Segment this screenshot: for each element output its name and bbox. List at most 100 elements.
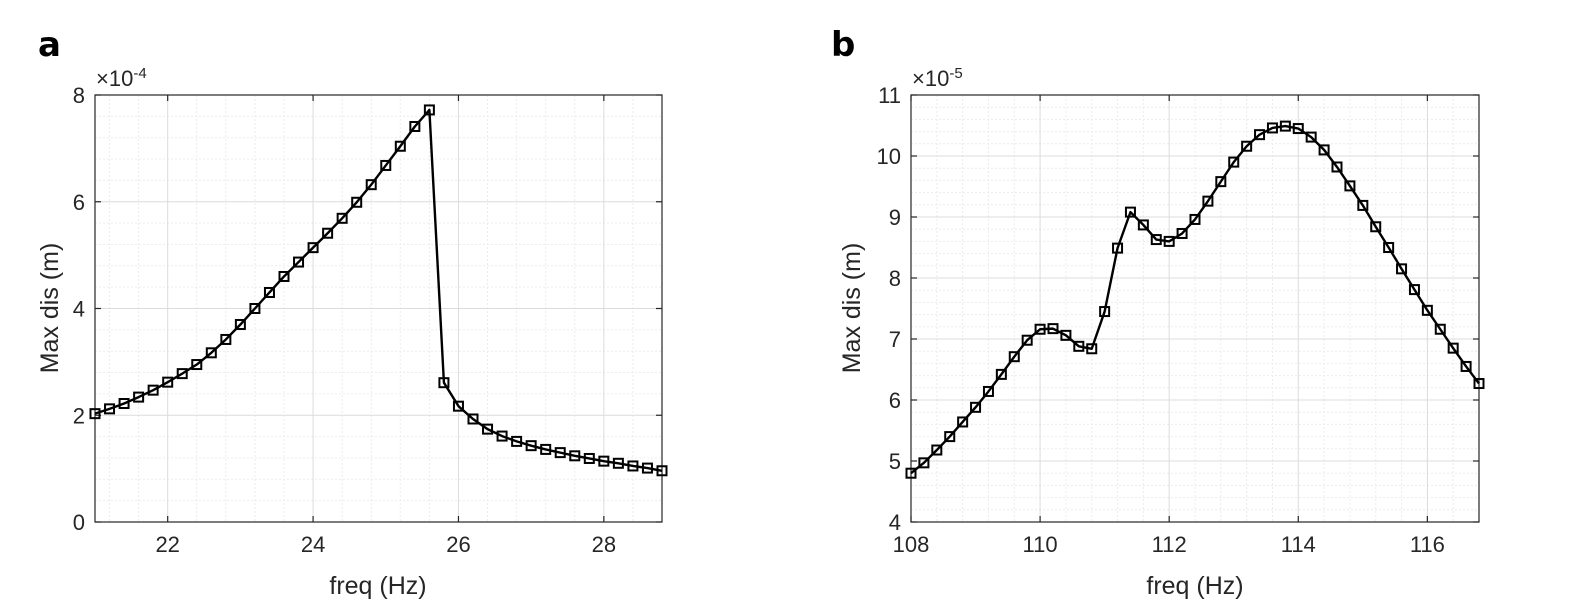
- panel-b-data-point: [1396, 263, 1408, 275]
- panel-a-ylabel: Max dis (m): [36, 243, 64, 374]
- panel-b-data-point: [1370, 221, 1382, 233]
- panel-b-data-point: [1021, 334, 1033, 346]
- panel-a-data-point: [540, 443, 552, 455]
- panel-b-ytick-label: 8: [889, 266, 901, 291]
- panel-a-data-point: [162, 376, 174, 388]
- panel-b-ytick-label: 11: [878, 83, 901, 108]
- panel-b-data-point: [982, 385, 994, 397]
- panel-b-data-point: [1176, 227, 1188, 239]
- panel-a-data-point: [205, 347, 217, 359]
- panel-b-grid: [910, 94, 1480, 523]
- panel-b-ytick-label: 6: [889, 388, 901, 413]
- panel-a-xtick-label: 22: [155, 532, 179, 557]
- panel-b-data-point: [931, 444, 943, 456]
- panel-b-ytick-label: 4: [889, 510, 901, 535]
- panel-b-data-point: [1408, 284, 1420, 296]
- panel-a-data-point: [293, 256, 305, 268]
- panel-a-data-point: [467, 413, 479, 425]
- panel-a-data-point: [220, 333, 232, 345]
- panel-a-data-point: [598, 455, 610, 467]
- panel-a-data-point: [394, 140, 406, 152]
- panel-b-data-point: [1137, 219, 1149, 231]
- panel-b-xtick-label: 116: [1410, 532, 1445, 557]
- panel-b-data-point: [1228, 156, 1240, 168]
- panel-a-data-point: [351, 196, 363, 208]
- panel-a-data-point: [438, 377, 450, 389]
- panel-b-data-point: [1163, 235, 1175, 247]
- panel-a-data-point: [336, 212, 348, 224]
- panel-b-series-line: [910, 124, 1480, 475]
- panel-a-xtick-label: 24: [301, 532, 325, 557]
- panel-b-data-point: [1266, 122, 1278, 134]
- panel-b-data-point: [1112, 242, 1124, 254]
- panel-b-data-point: [957, 416, 969, 428]
- panel-b-data-point: [1060, 329, 1072, 341]
- panel-a-xtick-label: 26: [446, 532, 470, 557]
- panel-b-data-point: [1215, 176, 1227, 188]
- panel-a-xtick-label: 28: [592, 532, 616, 557]
- panel-b-data-point: [918, 457, 930, 469]
- panel-a-data-point: [118, 398, 130, 410]
- panel-b-ytick-label: 7: [889, 327, 901, 352]
- panel-b-data-point: [995, 368, 1007, 380]
- panel-b-exponent-base: ×10: [912, 66, 949, 91]
- panel-b-data-point: [1241, 140, 1253, 152]
- panel-a-data-point: [380, 159, 392, 171]
- panel-b-data-point: [1357, 199, 1369, 211]
- panel-b-data-point: [1460, 360, 1472, 372]
- panel-a-data-point: [583, 452, 595, 464]
- panel-b-ytick-label: 5: [889, 449, 901, 474]
- panel-b-label: b: [831, 25, 855, 65]
- panel-a-data-point: [525, 440, 537, 452]
- panel-a-data-point: [89, 408, 101, 420]
- panel-a-ytick-label: 6: [73, 190, 85, 215]
- panel-b-data-point: [1086, 343, 1098, 355]
- panel-b-data-point: [1279, 120, 1291, 132]
- panel-a-series: [89, 104, 668, 477]
- panel-a-data-point: [104, 403, 116, 415]
- panel-b-data-point: [1099, 306, 1111, 318]
- panel-a-ytick-label: 2: [73, 403, 85, 428]
- panel-b-xtick-label: 110: [1023, 532, 1058, 557]
- panel-a-label: a: [38, 25, 61, 65]
- panel-a-data-point: [423, 104, 435, 116]
- panel-a-data-point: [263, 286, 275, 298]
- panel-b-data-point: [1254, 129, 1266, 141]
- panel-a-data-point: [452, 400, 464, 412]
- panel-b-xtick-label: 108: [893, 532, 930, 557]
- panel-a-data-point: [133, 391, 145, 403]
- panel-a-data-point: [627, 460, 639, 472]
- panel-b-data-point: [1421, 304, 1433, 316]
- panel-a-data-point: [307, 242, 319, 254]
- panel-b-data-point: [1305, 131, 1317, 143]
- panel-b-data-point: [1331, 161, 1343, 173]
- panel-a-ytick-label: 4: [73, 297, 85, 322]
- panel-b-exponent-power: -5: [949, 65, 962, 82]
- panel-a-exponent-base: ×10: [96, 66, 133, 91]
- panel-b-data-point: [1473, 378, 1485, 390]
- panel-b-data-point: [1202, 195, 1214, 207]
- panel-a-data-point: [234, 319, 246, 331]
- panel-a-data-point: [322, 227, 334, 239]
- panel-b-data-point: [1434, 323, 1446, 335]
- panel-a-data-point: [482, 423, 494, 435]
- panel-a-data-point: [147, 384, 159, 396]
- panel-b-axes-frame: [910, 94, 1480, 523]
- panel-a-exponent-power: -4: [133, 65, 146, 82]
- panel-b-xtick-label: 112: [1152, 532, 1187, 557]
- panel-b-data-point: [1344, 180, 1356, 192]
- panel-a-data-point: [249, 303, 261, 314]
- panel-b-data-point: [1034, 323, 1046, 335]
- panel-a-data-point: [365, 179, 377, 191]
- panel-a-data-point: [496, 430, 508, 442]
- panel-b-data-point: [944, 431, 956, 443]
- panel-a-data-point: [656, 465, 668, 477]
- panel-b-data-point: [1292, 123, 1304, 135]
- panel-b-data-point: [1383, 242, 1395, 253]
- panel-b-data-point: [1124, 206, 1136, 218]
- panel-a-data-point: [511, 435, 523, 447]
- panel-a-data-point: [569, 450, 581, 462]
